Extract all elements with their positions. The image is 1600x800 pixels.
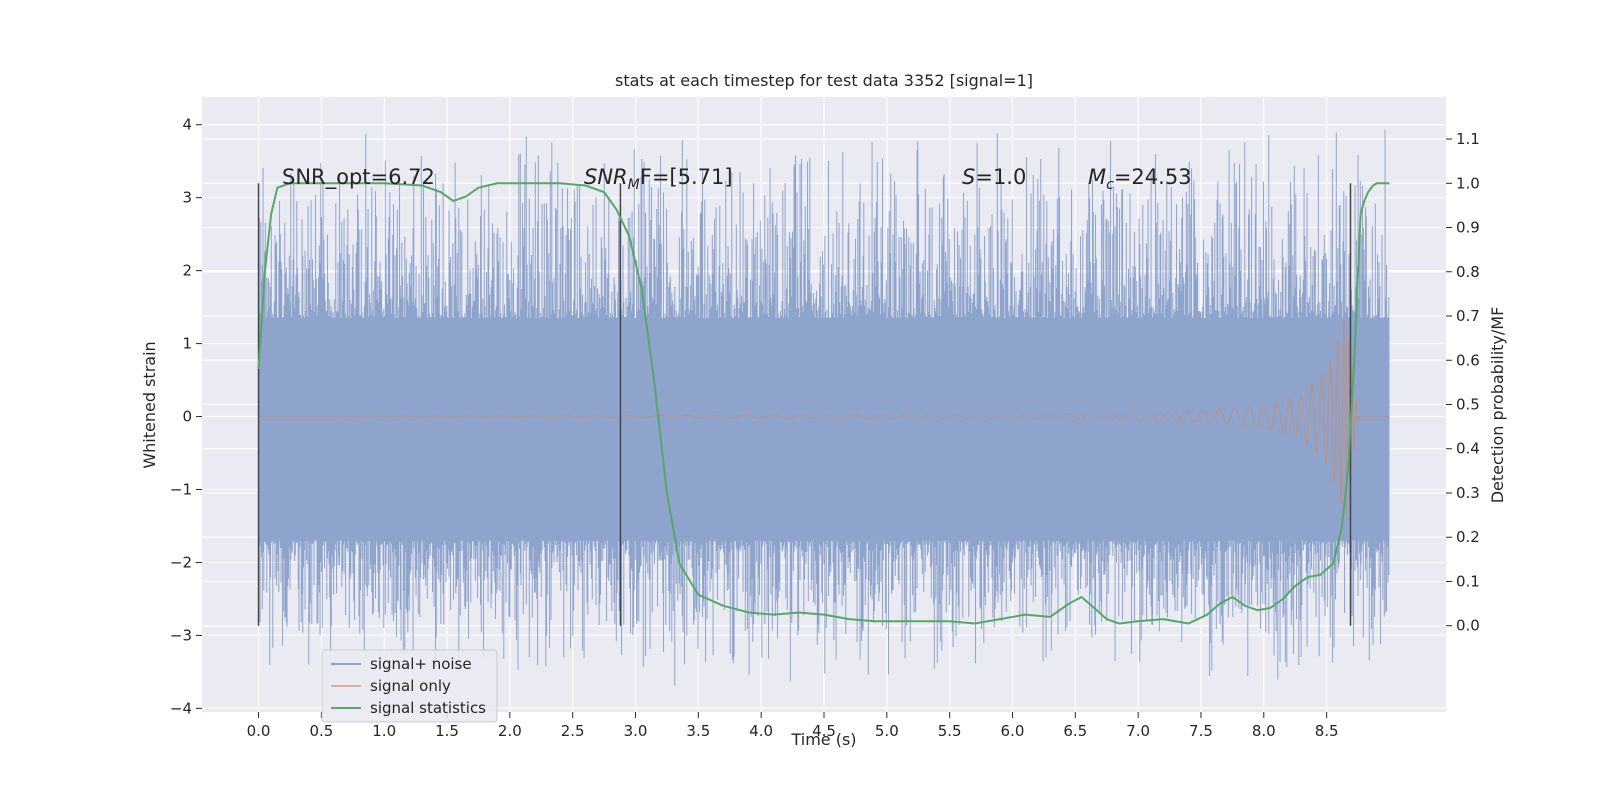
x-tick-label: 1.0 xyxy=(372,722,396,740)
y2-tick-label: 0.8 xyxy=(1456,263,1480,281)
y2-tick-label: 0.0 xyxy=(1456,617,1480,635)
x-tick-label: 5.5 xyxy=(938,722,962,740)
x-tick-label: 4.0 xyxy=(749,722,773,740)
y2-tick-label: 1.1 xyxy=(1456,130,1480,148)
x-tick-label: 4.5 xyxy=(812,722,836,740)
y2-tick-label: 0.1 xyxy=(1456,572,1480,590)
y-tick-label: 2 xyxy=(182,262,192,280)
y2-tick-label: 0.5 xyxy=(1456,396,1480,414)
y2-tick-label: 0.3 xyxy=(1456,484,1480,502)
vertical-markers xyxy=(257,183,1352,626)
signal-only-series xyxy=(258,316,1390,515)
legend-label-statistics: signal statistics xyxy=(370,699,486,717)
x-axis-label: Time (s) xyxy=(790,730,856,749)
chart-title: stats at each timestep for test data 335… xyxy=(615,71,1033,90)
x-tick-label: 6.0 xyxy=(1001,722,1025,740)
signal-noise-series xyxy=(258,129,1390,686)
annotation-snr-opt: SNR_opt=6.72 xyxy=(282,165,435,190)
annotation-s-rest: =1.0 xyxy=(975,165,1026,189)
x-tick-label: 1.5 xyxy=(435,722,459,740)
annotation-snr-mf-rest: F=[5.71] xyxy=(640,165,733,189)
annotation-mc: Mc=24.53 xyxy=(1088,165,1192,193)
annotation-s-main: S xyxy=(962,165,975,189)
x-tick-label: 7.5 xyxy=(1189,722,1213,740)
y-tick-label: 1 xyxy=(182,335,192,353)
y-axis-label: Whitened strain xyxy=(140,341,159,468)
x-tick-label: 8.5 xyxy=(1315,722,1339,740)
legend: signal+ noise signal only signal statist… xyxy=(321,649,498,723)
annotation-mc-sub: c xyxy=(1106,177,1114,193)
x-tick-label: 5.0 xyxy=(875,722,899,740)
legend-label-signal-only: signal only xyxy=(370,677,451,695)
axes-layer: 0.0 0.5 1.0 1.5 2.0 2.5 3.0 3.5 4.0 4.5 5.0 5.5 6.0 6… xyxy=(170,116,1480,740)
x-tick-label: 7.0 xyxy=(1126,722,1150,740)
statistics-line xyxy=(257,182,1390,625)
legend-box xyxy=(321,649,498,723)
y-tick-label: −1 xyxy=(170,480,192,498)
x-tick-label: 2.5 xyxy=(561,722,585,740)
x-tick-label: 3.0 xyxy=(624,722,648,740)
y2-tick-label: 0.2 xyxy=(1456,528,1480,546)
annotation-snr-opt-text: SNR_opt=6.72 xyxy=(282,165,435,190)
annotation-s: S=1.0 xyxy=(962,165,1026,189)
y-tick-label: 0 xyxy=(182,408,192,426)
y2-axis-label: Detection probability/MF xyxy=(1488,307,1507,504)
y2-tick-label: 0.7 xyxy=(1456,307,1480,325)
x-tick-label: 8.0 xyxy=(1252,722,1276,740)
y-tick-label: 3 xyxy=(182,189,192,207)
y-tick-label: 4 xyxy=(182,116,192,134)
signal-only-trace xyxy=(258,316,1390,515)
legend-label-noise: signal+ noise xyxy=(370,655,472,673)
y2-tick-label: 0.6 xyxy=(1456,351,1480,369)
annotation-snr-mf: SNRMF=[5.71] xyxy=(584,165,733,193)
x-tick-label: 3.5 xyxy=(686,722,710,740)
signal-statistics-series xyxy=(257,182,1390,625)
y-tick-label: −4 xyxy=(170,699,192,717)
annotation-snr-mf-main: SNR xyxy=(584,165,628,189)
annotation-mc-main: M xyxy=(1088,165,1106,189)
y2-tick-label: 1.0 xyxy=(1456,174,1480,192)
x-tick-label: 0.5 xyxy=(309,722,333,740)
y-tick-label: −3 xyxy=(170,626,192,644)
y-tick-label: −2 xyxy=(170,553,192,571)
y2-tick-label: 0.4 xyxy=(1456,440,1480,458)
annotation-mc-rest: =24.53 xyxy=(1114,165,1192,189)
annotation-snr-mf-sub: M xyxy=(628,177,640,193)
y2-tick-label: 0.9 xyxy=(1456,219,1480,237)
x-tick-label: 0.0 xyxy=(247,722,271,740)
x-tick-label: 6.5 xyxy=(1063,722,1087,740)
x-tick-label: 2.0 xyxy=(498,722,522,740)
